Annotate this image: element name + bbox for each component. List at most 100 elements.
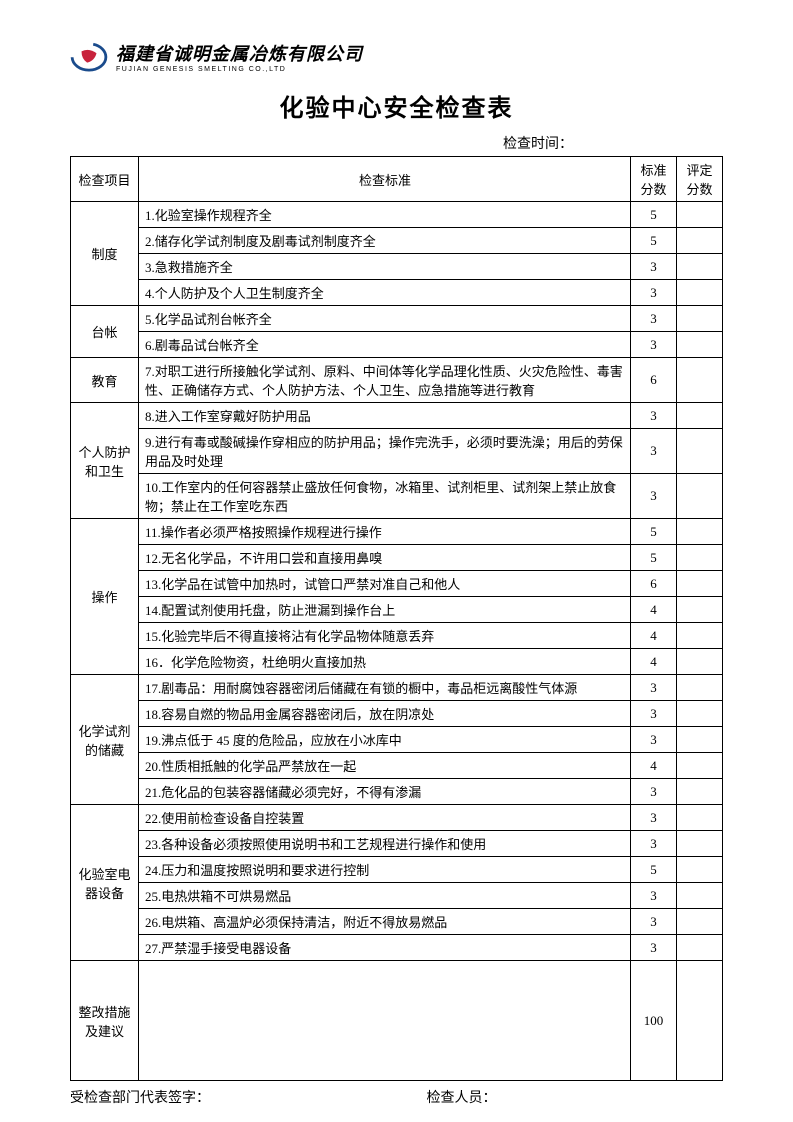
score-cell: 5 [631, 519, 677, 545]
standard-cell: 17.剧毒品：用耐腐蚀容器密闭后储藏在有锁的橱中，毒品柜远离酸性气体源 [139, 675, 631, 701]
table-row: 27.严禁湿手接受电器设备 3 [71, 935, 723, 961]
category-cell: 台帐 [71, 306, 139, 358]
table-row: 10.工作室内的任何容器禁止盛放任何食物，冰箱里、试剂柜里、试剂架上禁止放食物；… [71, 474, 723, 519]
eval-cell [677, 280, 723, 306]
standard-cell: 18.容易自燃的物品用金属容器密闭后，放在阴凉处 [139, 701, 631, 727]
page-footer: 受检查部门代表签字： 检查人员： [70, 1087, 723, 1107]
table-row: 个人防护和卫生 8.进入工作室穿戴好防护用品 3 [71, 403, 723, 429]
eval-cell [677, 571, 723, 597]
standard-cell: 21.危化品的包装容器储藏必须完好，不得有渗漏 [139, 779, 631, 805]
standard-cell: 25.电热烘箱不可烘易燃品 [139, 883, 631, 909]
table-row: 化验室电器设备 22.使用前检查设备自控装置 3 [71, 805, 723, 831]
standard-cell: 9.进行有毒或酸碱操作穿相应的防护用品；操作完洗手，必须时要洗澡；用后的劳保用品… [139, 429, 631, 474]
table-row: 24.压力和温度按照说明和要求进行控制 5 [71, 857, 723, 883]
score-cell: 3 [631, 675, 677, 701]
score-cell: 3 [631, 909, 677, 935]
eval-cell [677, 935, 723, 961]
table-row: 制度 1.化验室操作规程齐全 5 [71, 202, 723, 228]
table-row: 19.沸点低于 45 度的危险品，应放在小冰库中 3 [71, 727, 723, 753]
category-cell: 整改措施及建议 [71, 961, 139, 1081]
score-cell: 3 [631, 254, 677, 280]
company-name-block: 福建省诚明金属冶炼有限公司 FUJIAN GENESIS SMELTING CO… [116, 40, 363, 73]
eval-cell [677, 403, 723, 429]
eval-cell [677, 961, 723, 1081]
suggestions-row: 整改措施及建议 100 [71, 961, 723, 1081]
inspector-label: 检查人员： [367, 1087, 724, 1107]
score-cell: 3 [631, 805, 677, 831]
table-header-row: 检查项目 检查标准 标准分数 评定分数 [71, 157, 723, 202]
score-cell: 6 [631, 358, 677, 403]
document-title: 化验中心安全检查表 [70, 88, 723, 123]
standard-cell: 23.各种设备必须按照使用说明书和工艺规程进行操作和使用 [139, 831, 631, 857]
table-row: 16．化学危险物资，杜绝明火直接加热 4 [71, 649, 723, 675]
company-name-en: FUJIAN GENESIS SMELTING CO.,LTD [116, 66, 363, 73]
table-row: 化学试剂的储藏 17.剧毒品：用耐腐蚀容器密闭后储藏在有锁的橱中，毒品柜远离酸性… [71, 675, 723, 701]
eval-cell [677, 228, 723, 254]
score-cell: 4 [631, 753, 677, 779]
eval-cell [677, 779, 723, 805]
table-row: 20.性质相抵触的化学品严禁放在一起 4 [71, 753, 723, 779]
inspection-table: 检查项目 检查标准 标准分数 评定分数 制度 1.化验室操作规程齐全 5 2.储… [70, 156, 723, 1081]
suggestions-cell [139, 961, 631, 1081]
standard-cell: 19.沸点低于 45 度的危险品，应放在小冰库中 [139, 727, 631, 753]
standard-cell: 8.进入工作室穿戴好防护用品 [139, 403, 631, 429]
eval-cell [677, 254, 723, 280]
score-cell: 5 [631, 228, 677, 254]
score-cell: 6 [631, 571, 677, 597]
eval-cell [677, 519, 723, 545]
eval-cell [677, 474, 723, 519]
eval-cell [677, 429, 723, 474]
eval-cell [677, 831, 723, 857]
eval-cell [677, 545, 723, 571]
score-cell: 4 [631, 623, 677, 649]
standard-cell: 22.使用前检查设备自控装置 [139, 805, 631, 831]
table-row: 23.各种设备必须按照使用说明书和工艺规程进行操作和使用 3 [71, 831, 723, 857]
standard-cell: 10.工作室内的任何容器禁止盛放任何食物，冰箱里、试剂柜里、试剂架上禁止放食物；… [139, 474, 631, 519]
eval-cell [677, 623, 723, 649]
table-row: 13.化学品在试管中加热时，试管口严禁对准自己和他人 6 [71, 571, 723, 597]
category-cell: 操作 [71, 519, 139, 675]
table-row: 4.个人防护及个人卫生制度齐全 3 [71, 280, 723, 306]
score-cell: 5 [631, 202, 677, 228]
score-cell: 4 [631, 649, 677, 675]
eval-cell [677, 202, 723, 228]
header-category: 检查项目 [71, 157, 139, 202]
total-score-cell: 100 [631, 961, 677, 1081]
standard-cell: 6.剧毒品试台帐齐全 [139, 332, 631, 358]
eval-cell [677, 857, 723, 883]
standard-cell: 26.电烘箱、高温炉必须保持清洁，附近不得放易燃品 [139, 909, 631, 935]
header-score: 标准分数 [631, 157, 677, 202]
table-row: 2.储存化学试剂制度及剧毒试剂制度齐全 5 [71, 228, 723, 254]
company-name-cn: 福建省诚明金属冶炼有限公司 [116, 40, 363, 66]
score-cell: 3 [631, 403, 677, 429]
table-row: 25.电热烘箱不可烘易燃品 3 [71, 883, 723, 909]
category-cell: 教育 [71, 358, 139, 403]
eval-cell [677, 883, 723, 909]
eval-cell [677, 701, 723, 727]
eval-cell [677, 358, 723, 403]
table-row: 14.配置试剂使用托盘，防止泄漏到操作台上 4 [71, 597, 723, 623]
table-row: 6.剧毒品试台帐齐全 3 [71, 332, 723, 358]
score-cell: 5 [631, 545, 677, 571]
score-cell: 3 [631, 883, 677, 909]
standard-cell: 1.化验室操作规程齐全 [139, 202, 631, 228]
table-row: 15.化验完毕后不得直接将沾有化学品物体随意丢弃 4 [71, 623, 723, 649]
table-row: 教育 7.对职工进行所接触化学试剂、原料、中间体等化学品理化性质、火灾危险性、毒… [71, 358, 723, 403]
category-cell: 制度 [71, 202, 139, 306]
score-cell: 3 [631, 831, 677, 857]
score-cell: 3 [631, 779, 677, 805]
eval-cell [677, 805, 723, 831]
table-row: 台帐 5.化学品试剂台帐齐全 3 [71, 306, 723, 332]
eval-cell [677, 753, 723, 779]
category-cell: 个人防护和卫生 [71, 403, 139, 519]
score-cell: 3 [631, 280, 677, 306]
standard-cell: 11.操作者必须严格按照操作规程进行操作 [139, 519, 631, 545]
score-cell: 5 [631, 857, 677, 883]
score-cell: 3 [631, 701, 677, 727]
standard-cell: 7.对职工进行所接触化学试剂、原料、中间体等化学品理化性质、火灾危险性、毒害性、… [139, 358, 631, 403]
standard-cell: 13.化学品在试管中加热时，试管口严禁对准自己和他人 [139, 571, 631, 597]
eval-cell [677, 306, 723, 332]
page-header: 福建省诚明金属冶炼有限公司 FUJIAN GENESIS SMELTING CO… [70, 40, 723, 73]
score-cell: 3 [631, 935, 677, 961]
table-row: 18.容易自燃的物品用金属容器密闭后，放在阴凉处 3 [71, 701, 723, 727]
